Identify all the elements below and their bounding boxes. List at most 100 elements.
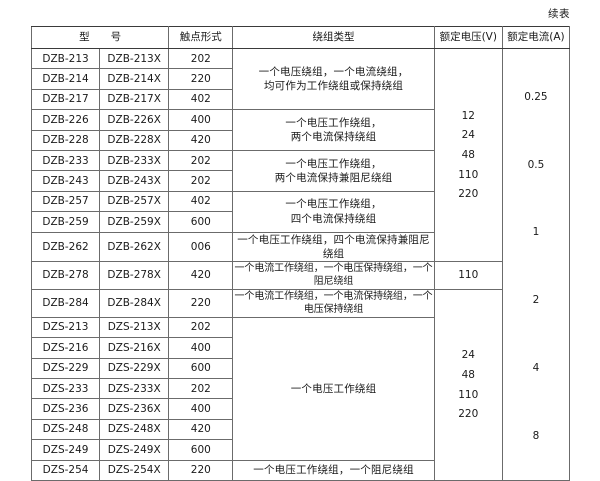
cell-winding-type: 一个电压工作绕组， 两个电流保持兼阻尼绕组: [232, 149, 435, 192]
cell-model-a: DZB-262: [30, 231, 101, 262]
cell-contact-form: 402: [168, 190, 234, 213]
cell-model-b: DZB-257X: [99, 190, 170, 213]
cell-model-a: DZS-213: [30, 316, 101, 339]
cell-contact-form: 600: [168, 211, 234, 233]
table-row: DZB-243 DZB-243X 202: [30, 170, 570, 192]
cell-model-b: DZB-243X: [99, 170, 170, 192]
cell-model-a: DZB-284: [30, 288, 101, 318]
continued-table-label: 续表: [548, 8, 570, 20]
cell-model-b: DZS-248X: [99, 418, 170, 441]
cell-model-a: DZS-233: [30, 378, 101, 400]
cell-contact-form: 402: [168, 88, 234, 111]
cell-rated-voltage: 24 48 110 220: [433, 288, 503, 481]
cell-model-a: DZB-213: [30, 47, 101, 70]
table-row: DZB-278 DZB-278X 420 一个电流工作绕组，一个电压保持绕组，一个阻尼…: [30, 260, 570, 290]
current-value: 2: [532, 294, 540, 307]
cell-model-b: DZB-262X: [99, 231, 170, 262]
voltage-value: 12: [461, 109, 475, 122]
table-row: DZB-284 DZB-284X 220 一个电流工作绕组，一个电流保持绕组，一个电压…: [30, 288, 570, 481]
current-value: 4: [532, 362, 540, 375]
voltage-value: 48: [461, 369, 475, 381]
voltage-value: 220: [458, 188, 479, 201]
cell-model-b: DZB-233X: [99, 149, 170, 172]
cell-model-b: DZB-214X: [99, 68, 170, 90]
cell-model-a: DZB-228: [30, 129, 101, 151]
cell-model-a: DZB-243: [30, 170, 101, 192]
cell-rated-voltage: 110: [433, 260, 503, 290]
table-row: DZB-213 DZB-213X 202 一个电压绕组，一个电流绕组， 均可作为工作绕组…: [30, 47, 571, 481]
cell-model-b: DZB-228X: [99, 129, 170, 151]
voltage-value-stack: 24 48 110 220: [435, 290, 502, 480]
current-value: 0.25: [524, 90, 548, 103]
cell-winding-type: 一个电压工作绕组: [232, 316, 435, 461]
table-row: DZB-233 DZB-233X 202 一个电压工作绕组， 两个电流保持兼阻尼绕组: [30, 149, 570, 192]
cell-model-a: DZS-248: [30, 418, 101, 441]
cell-contact-form: 220: [168, 459, 234, 481]
cell-model-b: DZS-216X: [99, 337, 170, 359]
winding-line-1: 一个电压工作绕组，: [285, 116, 382, 129]
cell-model-a: DZB-257: [30, 190, 101, 213]
cell-model-b: DZB-284X: [99, 288, 170, 318]
cell-winding-type: 一个电压工作绕组，一个阻尼绕组: [232, 459, 435, 481]
voltage-value: 220: [458, 408, 479, 421]
spec-table-container: 型 号 触点形式 绕组类型 额定电压(V) 额定电流(A) DZB-213 DZB…: [30, 26, 571, 481]
winding-line-2: 均可作为工作绕组或保持绕组: [263, 80, 404, 93]
table-row: DZB-259 DZB-259X 600: [30, 211, 570, 233]
winding-line-1: 一个电压工作绕组，: [285, 157, 382, 170]
cell-model-b: DZB-259X: [99, 211, 170, 233]
header-row: 型 号 触点形式 绕组类型 额定电压(V) 额定电流(A): [30, 26, 571, 49]
cell-contact-form: 600: [168, 357, 234, 380]
winding-line-1: 一个电压工作绕组，四个电流保持兼阻尼绕组: [237, 233, 430, 260]
cell-contact-form: 600: [168, 439, 234, 461]
cell-winding-type: 一个电压工作绕组， 两个电流保持绕组: [232, 109, 435, 151]
cell-contact-form: 420: [168, 260, 234, 290]
cell-model-a: DZS-216: [30, 337, 101, 359]
cell-winding-type: 一个电流工作绕组，一个电流保持绕组，一个电压保持绕组: [232, 288, 435, 318]
cell-rated-current: 0.25 0.5 1 2 4 8: [501, 48, 571, 481]
winding-line-1: 一个电压绕组，一个电流绕组，: [258, 65, 409, 78]
winding-line-1: 一个电压工作绕组: [290, 382, 377, 395]
cell-winding-type: 一个电压绕组，一个电流绕组， 均可作为工作绕组或保持绕组: [232, 47, 435, 111]
winding-line-2: 两个电流保持绕组: [290, 131, 377, 144]
cell-model-a: DZS-229: [30, 357, 101, 380]
cell-rated-voltage: 12 24 48 110 220: [433, 48, 503, 262]
voltage-value: 110: [458, 168, 479, 181]
cell-contact-form: 420: [168, 129, 234, 151]
cell-contact-form: 400: [168, 337, 234, 359]
voltage-value: 24: [461, 349, 475, 362]
cell-model-b: DZS-249X: [99, 439, 170, 461]
cell-contact-form: 420: [168, 418, 234, 441]
cell-model-b: DZS-229X: [99, 357, 170, 380]
cell-model-a: DZS-236: [30, 398, 101, 420]
winding-line-1: 一个电压工作绕组，: [285, 198, 382, 211]
column-header-model: 型 号: [30, 26, 170, 49]
voltage-value-stack: 12 24 48 110 220: [435, 49, 502, 261]
cell-model-b: DZB-217X: [99, 88, 170, 111]
cell-model-b: DZS-236X: [99, 398, 170, 420]
current-value: 0.5: [527, 158, 545, 171]
cell-winding-type: 一个电流工作绕组，一个电压保持绕组，一个阻尼绕组: [232, 260, 435, 290]
cell-model-a: DZB-259: [30, 211, 101, 233]
column-header-rated-current: 额定电流(A): [501, 26, 571, 49]
cell-contact-form: 202: [168, 149, 234, 172]
cell-model-a: DZB-214: [30, 68, 101, 90]
cell-model-a: DZS-249: [30, 439, 101, 461]
cell-model-a: DZS-254: [30, 459, 101, 481]
winding-line-1: 一个电流工作绕组，一个电流保持绕组，一个电压保持绕组: [234, 290, 433, 316]
table-row: DZB-217 DZB-217X 402: [30, 88, 570, 111]
column-header-rated-voltage: 额定电压(V): [433, 26, 503, 49]
relay-specification-table: 型 号 触点形式 绕组类型 额定电压(V) 额定电流(A) DZB-213 DZB…: [30, 26, 571, 481]
table-row: DZB-257 DZB-257X 402 一个电压工作绕组， 四个电流保持绕组: [30, 190, 570, 233]
column-header-contact-form: 触点形式: [168, 26, 234, 49]
cell-model-a: DZB-217: [30, 88, 101, 111]
document-page: 续表 型 号 触点形式 绕组类型 额定电压(V) 额定电流(A) D: [30, 8, 571, 481]
cell-winding-type: 一个电压工作绕组， 四个电流保持绕组: [232, 190, 435, 233]
cell-contact-form: 202: [168, 47, 234, 70]
cell-model-b: DZB-213X: [99, 47, 170, 70]
cell-contact-form: 006: [168, 231, 234, 262]
winding-line-2: 两个电流保持兼阻尼绕组: [274, 171, 393, 184]
column-header-winding-type: 绕组类型: [232, 26, 435, 49]
table-header: 型 号 触点形式 绕组类型 额定电压(V) 额定电流(A): [30, 26, 571, 49]
cell-model-b: DZS-233X: [99, 378, 170, 400]
cell-contact-form: 400: [168, 109, 234, 131]
